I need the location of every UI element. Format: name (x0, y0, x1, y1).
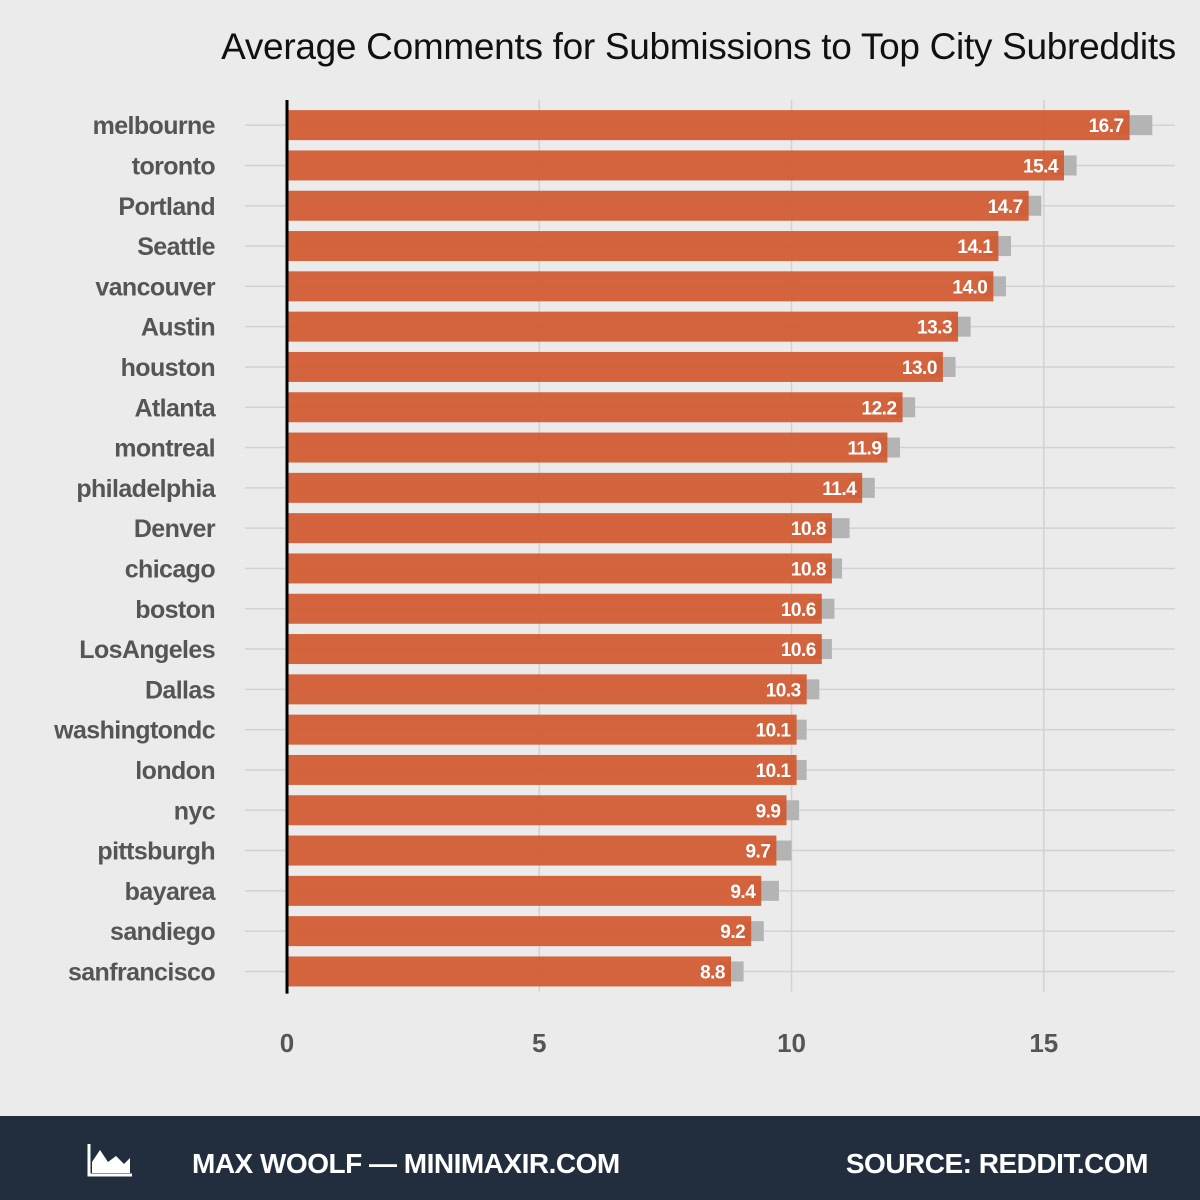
bar-Dallas (287, 674, 807, 705)
bar-value-label-10: 10.8 (791, 519, 826, 540)
bar-Atlanta (287, 392, 903, 423)
category-label-20: sandiego (110, 918, 215, 946)
bar-value-label-1: 15.4 (1023, 156, 1059, 177)
category-label-10: Denver (134, 515, 216, 543)
bar-value-label-18: 9.7 (745, 842, 770, 863)
bar-value-label-0: 16.7 (1089, 116, 1124, 137)
category-label-2: Portland (118, 193, 215, 221)
bar-philadelphia (287, 472, 863, 503)
bar-montreal (287, 432, 888, 463)
bar-sandiego (287, 916, 752, 947)
bar-value-label-2: 14.7 (988, 197, 1023, 218)
bar-boston (287, 593, 822, 624)
category-label-8: montreal (114, 435, 215, 463)
bar-Seattle (287, 231, 999, 262)
bar-value-label-6: 13.0 (902, 358, 937, 379)
x-tick-label-1: 5 (532, 1028, 546, 1058)
bar-houston (287, 351, 943, 382)
category-label-19: bayarea (125, 878, 217, 906)
bar-chicago (287, 553, 832, 584)
bar-value-label-4: 14.0 (952, 277, 987, 298)
category-label-12: boston (135, 596, 215, 624)
chart-title: Average Comments for Submissions to Top … (221, 26, 1176, 67)
category-label-6: houston (121, 354, 215, 382)
category-label-0: melbourne (93, 112, 216, 140)
category-label-1: toronto (132, 152, 216, 180)
x-tick-label-0: 0 (280, 1028, 294, 1058)
bar-toronto (287, 150, 1064, 181)
footer-author: MAX WOOLF — MINIMAXIR.COM (192, 1148, 620, 1179)
category-label-4: vancouver (95, 273, 216, 301)
bar-Portland (287, 190, 1029, 221)
bar-value-label-14: 10.3 (766, 680, 801, 701)
category-label-14: Dallas (145, 676, 215, 704)
bar-value-label-16: 10.1 (756, 761, 792, 782)
bar-value-label-5: 13.3 (917, 318, 952, 339)
footer: MAX WOOLF — MINIMAXIR.COM SOURCE: REDDIT… (0, 1116, 1200, 1200)
category-label-7: Atlanta (134, 394, 216, 422)
bar-melbourne (287, 110, 1130, 141)
bar-sanfrancisco (287, 956, 731, 987)
bar-nyc (287, 795, 787, 826)
x-tick-label-3: 15 (1029, 1028, 1058, 1058)
bar-Austin (287, 311, 959, 342)
bar-washingtondc (287, 714, 797, 745)
bar-value-label-9: 11.4 (822, 479, 857, 500)
category-label-15: washingtondc (53, 717, 216, 745)
category-label-16: london (135, 757, 215, 785)
area-chart-icon (87, 1144, 132, 1177)
category-label-9: philadelphia (76, 475, 216, 503)
bar-bayarea (287, 875, 762, 906)
bar-value-label-12: 10.6 (781, 600, 816, 621)
bar-Denver (287, 513, 832, 544)
bar-vancouver (287, 271, 994, 302)
bar-london (287, 754, 797, 785)
bar-pittsburgh (287, 835, 777, 866)
bar-LosAngeles (287, 634, 822, 665)
bar-value-label-19: 9.4 (730, 882, 756, 903)
bar-chart: 16.7 melbourne 15.4 toronto 14.7 Portland 14.1… (53, 100, 1175, 1058)
category-label-3: Seattle (137, 233, 215, 261)
bar-value-label-15: 10.1 (756, 721, 792, 742)
bar-value-label-20: 9.2 (720, 922, 745, 943)
category-label-21: sanfrancisco (68, 958, 215, 986)
category-label-5: Austin (141, 314, 215, 342)
bar-value-label-17: 9.9 (756, 801, 781, 822)
bar-value-label-3: 14.1 (957, 237, 993, 258)
bar-value-label-7: 12.2 (862, 398, 897, 419)
bar-value-label-13: 10.6 (781, 640, 816, 661)
category-label-18: pittsburgh (97, 838, 215, 866)
bar-value-label-11: 10.8 (791, 559, 826, 580)
bar-value-label-21: 8.8 (700, 962, 725, 983)
category-label-13: LosAngeles (79, 636, 215, 664)
category-label-17: nyc (174, 797, 216, 825)
bar-value-label-8: 11.9 (847, 439, 881, 460)
footer-source: SOURCE: REDDIT.COM (845, 1148, 1149, 1179)
x-tick-label-2: 10 (777, 1028, 806, 1058)
category-label-11: chicago (125, 555, 216, 583)
